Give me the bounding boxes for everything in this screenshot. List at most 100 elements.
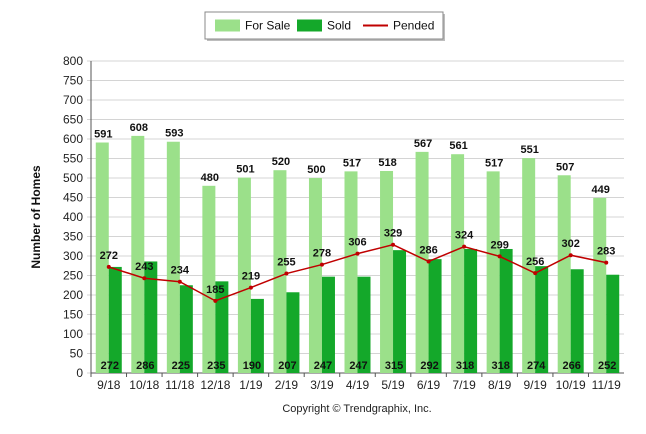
- y-tick-label: 750: [63, 74, 83, 88]
- for-sale-value-label: 501: [236, 164, 254, 176]
- y-tick-label: 800: [63, 54, 83, 68]
- pended-point: [142, 276, 147, 281]
- sold-bar: [499, 248, 513, 373]
- y-axis-label: Number of Homes: [29, 165, 43, 269]
- for-sale-bar: [451, 154, 465, 373]
- x-tick-label: 6/19: [417, 378, 441, 392]
- pended-point: [213, 298, 218, 303]
- y-axis-ticks: 0 50 100 150 200 250 300 350 400 450 500 550 600 650 7…: [63, 54, 83, 380]
- legend-swatch: [297, 19, 322, 32]
- for-sale-value-label: 500: [307, 164, 325, 176]
- for-sale-value-label: 518: [378, 157, 396, 169]
- sold-bar: [179, 285, 193, 373]
- y-tick-label: 400: [63, 210, 83, 224]
- for-sale-value-label: 567: [414, 138, 432, 150]
- x-tick-label: 5/19: [381, 378, 405, 392]
- sold-value-label: 286: [136, 360, 154, 372]
- x-tick-label: 3/19: [310, 378, 334, 392]
- pended-value-label: 324: [455, 230, 474, 242]
- x-tick-label: 2/19: [275, 378, 299, 392]
- pended-value-label: 255: [277, 257, 295, 269]
- sold-value-label: 252: [598, 360, 616, 372]
- sold-bar: [286, 292, 300, 373]
- sold-value-label: 190: [243, 360, 261, 372]
- y-tick-label: 700: [63, 93, 83, 107]
- y-tick-label: 150: [63, 308, 83, 322]
- y-tick-label: 250: [63, 269, 83, 283]
- for-sale-bar: [237, 177, 251, 373]
- x-tick-label: 10/18: [129, 378, 159, 392]
- sold-bar: [393, 250, 407, 373]
- sold-value-label: 292: [420, 360, 438, 372]
- x-tick-label: 4/19: [346, 378, 370, 392]
- pended-point: [604, 260, 609, 265]
- sold-bar: [535, 266, 549, 373]
- x-tick-label: 7/19: [452, 378, 476, 392]
- sold-value-label: 266: [563, 360, 581, 372]
- x-tick-label: 8/19: [488, 378, 512, 392]
- sold-bar: [144, 261, 158, 373]
- y-tick-label: 350: [63, 230, 83, 244]
- for-sale-bar: [380, 170, 394, 373]
- x-tick-label: 12/18: [200, 378, 230, 392]
- y-tick-label: 450: [63, 191, 83, 205]
- y-tick-label: 300: [63, 249, 83, 263]
- for-sale-value-label: 517: [343, 157, 361, 169]
- for-sale-value-label: 520: [272, 156, 290, 168]
- for-sale-bar: [273, 170, 287, 373]
- for-sale-value-label: 507: [556, 161, 574, 173]
- x-tick-label: 10/19: [556, 378, 586, 392]
- sold-bar: [464, 248, 478, 373]
- pended-point: [426, 259, 431, 264]
- sold-bar: [250, 298, 264, 373]
- x-tick-label: 11/19: [592, 378, 621, 392]
- pended-value-label: 329: [384, 228, 402, 240]
- pended-value-label: 306: [348, 237, 366, 249]
- pended-point: [355, 251, 360, 256]
- pended-value-label: 286: [419, 244, 437, 256]
- sold-value-label: 318: [491, 360, 509, 372]
- pended-point: [568, 253, 573, 258]
- y-tick-label: 50: [70, 347, 84, 361]
- legend-label: Pended: [393, 19, 434, 33]
- pended-value-label: 283: [597, 246, 615, 258]
- y-tick-label: 650: [63, 113, 83, 127]
- sold-bar: [321, 276, 335, 373]
- x-axis-ticks: 9/18 10/18 11/18 12/18 1/19 2/19 3/19 4/19 5/19 6…: [90, 373, 621, 392]
- pended-value-label: 234: [171, 265, 190, 277]
- x-tick-label: 1/19: [239, 378, 263, 392]
- x-tick-label: 9/18: [97, 378, 121, 392]
- for-sale-bar: [95, 142, 109, 373]
- sold-value-label: 272: [101, 360, 119, 372]
- y-tick-label: 550: [63, 152, 83, 166]
- y-tick-label: 600: [63, 132, 83, 146]
- pended-point: [248, 285, 253, 290]
- pended-line: [106, 242, 609, 303]
- for-sale-value-label: 608: [130, 122, 148, 134]
- sold-value-label: 315: [385, 360, 403, 372]
- sold-value-label: 225: [172, 360, 190, 372]
- sold-bar: [215, 281, 229, 373]
- data-labels: 591 272 608 286 593 225 480 235 501 190 520 207 500 2…: [94, 122, 616, 372]
- sold-value-label: 274: [527, 360, 546, 372]
- sold-value-label: 247: [349, 360, 367, 372]
- legend-label: Sold: [327, 19, 351, 33]
- for-sale-bar: [593, 197, 607, 373]
- pended-point: [284, 271, 289, 276]
- for-sale-bar: [131, 135, 145, 373]
- pended-point: [106, 264, 111, 269]
- sold-bar: [606, 274, 620, 373]
- x-tick-label: 9/19: [523, 378, 547, 392]
- sold-value-label: 318: [456, 360, 474, 372]
- sold-value-label: 207: [278, 360, 296, 372]
- pended-value-label: 272: [100, 250, 118, 262]
- for-sale-value-label: 551: [520, 144, 538, 156]
- legend-label: For Sale: [245, 19, 291, 33]
- pended-value-label: 302: [562, 238, 580, 250]
- for-sale-value-label: 480: [201, 172, 219, 184]
- sold-value-label: 247: [314, 360, 332, 372]
- for-sale-value-label: 449: [592, 184, 610, 196]
- for-sale-bar: [486, 171, 500, 373]
- sold-bar: [357, 276, 371, 373]
- sold-bar: [428, 259, 442, 373]
